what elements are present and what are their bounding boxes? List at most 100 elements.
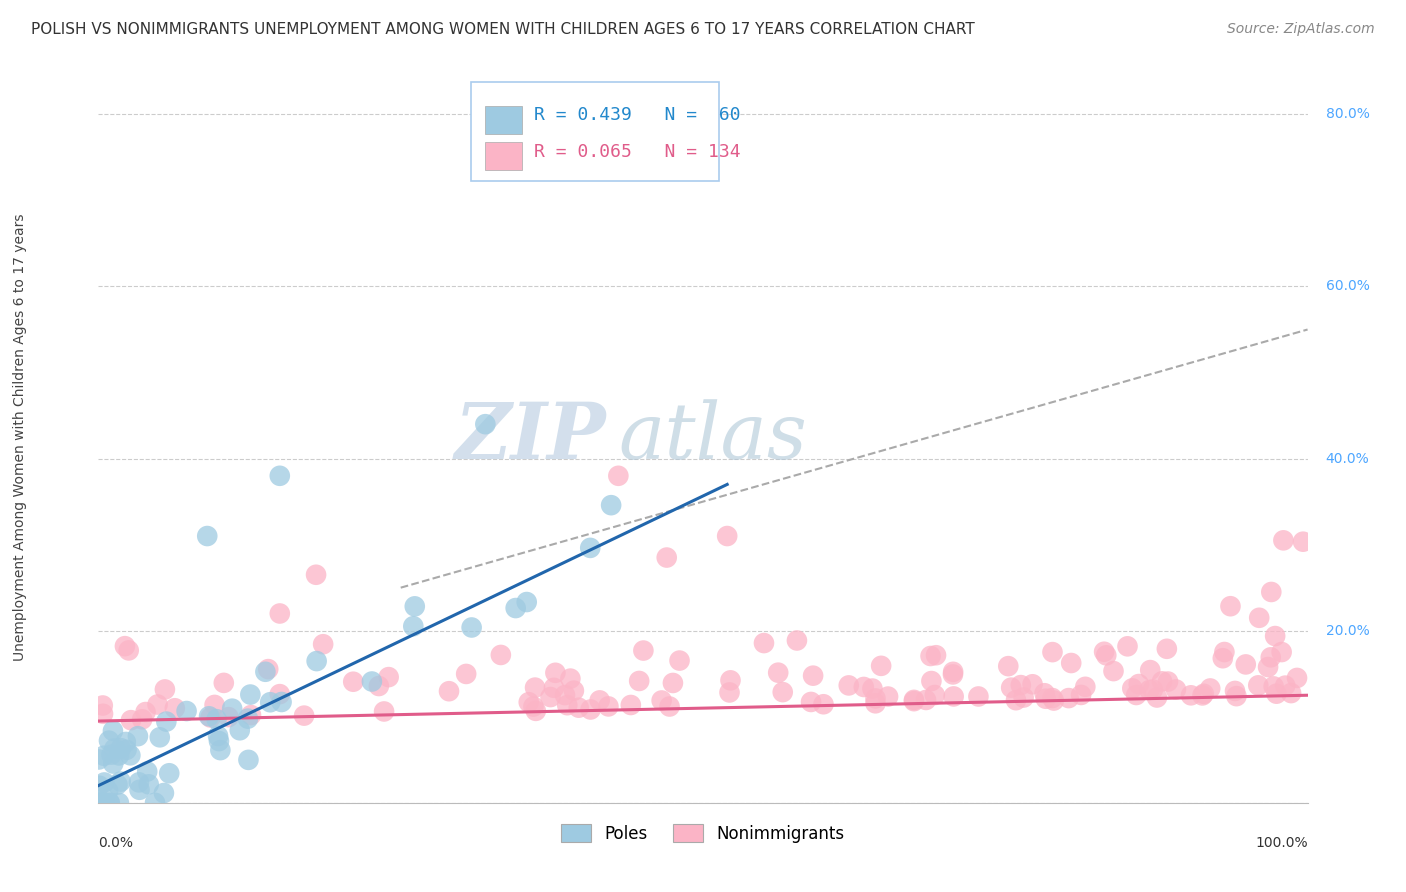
Point: [208, 734, 231, 748]
Point: [153, 682, 176, 697]
Point: [600, 498, 623, 512]
Point: [115, 735, 138, 749]
Point: [1260, 650, 1282, 665]
Text: ZIP: ZIP: [454, 399, 606, 475]
Point: [1180, 688, 1202, 702]
Point: [212, 676, 235, 690]
Point: [89, 779, 111, 793]
Point: [305, 567, 328, 582]
Point: [110, 741, 132, 756]
Point: [1212, 651, 1234, 665]
Point: [1279, 686, 1302, 700]
Point: [292, 708, 315, 723]
Point: [540, 690, 562, 704]
Point: [270, 695, 292, 709]
Point: [367, 679, 389, 693]
Point: [1164, 682, 1187, 697]
Point: [239, 688, 262, 702]
Point: [257, 662, 280, 676]
Point: [155, 714, 177, 729]
Point: [915, 693, 938, 707]
Point: [229, 723, 252, 738]
Point: [1272, 533, 1295, 548]
Point: [218, 710, 240, 724]
Point: [377, 670, 399, 684]
Text: 60.0%: 60.0%: [1326, 279, 1369, 293]
Point: [107, 778, 129, 792]
Point: [598, 699, 620, 714]
Point: [110, 774, 132, 789]
Point: [195, 529, 218, 543]
Point: [920, 648, 942, 663]
Point: [460, 620, 482, 634]
Point: [153, 786, 176, 800]
Point: [1292, 534, 1315, 549]
Point: [93, 775, 115, 789]
Point: [312, 637, 335, 651]
FancyBboxPatch shape: [471, 82, 718, 181]
Point: [516, 595, 538, 609]
Point: [128, 782, 150, 797]
Point: [1139, 683, 1161, 698]
Point: [207, 729, 229, 743]
Point: [752, 636, 775, 650]
Point: [209, 743, 232, 757]
Point: [505, 601, 527, 615]
Text: 100.0%: 100.0%: [1256, 836, 1308, 850]
Point: [1095, 648, 1118, 663]
Point: [720, 673, 742, 688]
Point: [1260, 585, 1282, 599]
Text: 40.0%: 40.0%: [1326, 451, 1369, 466]
Point: [157, 766, 180, 780]
Point: [1234, 657, 1257, 672]
Point: [254, 665, 277, 679]
Point: [800, 695, 823, 709]
Point: [108, 748, 131, 763]
Point: [1264, 629, 1286, 643]
Point: [772, 685, 794, 699]
Point: [1033, 686, 1056, 700]
Text: Source: ZipAtlas.com: Source: ZipAtlas.com: [1227, 22, 1375, 37]
Point: [131, 712, 153, 726]
Point: [1219, 599, 1241, 614]
FancyBboxPatch shape: [485, 143, 522, 170]
Point: [146, 698, 169, 712]
Point: [877, 690, 900, 704]
Point: [801, 668, 824, 682]
Point: [942, 667, 965, 681]
Point: [404, 599, 426, 614]
Point: [120, 713, 142, 727]
Point: [1274, 679, 1296, 693]
Point: [1142, 682, 1164, 697]
Point: [1213, 645, 1236, 659]
Point: [522, 699, 544, 714]
Point: [620, 698, 643, 712]
Point: [1146, 690, 1168, 705]
Text: 0.0%: 0.0%: [98, 836, 134, 850]
Point: [668, 654, 690, 668]
Point: [1116, 640, 1139, 654]
Point: [437, 684, 460, 698]
Point: [1157, 674, 1180, 689]
Point: [236, 712, 259, 726]
Point: [402, 619, 425, 633]
Point: [1139, 663, 1161, 677]
Point: [920, 674, 942, 689]
Point: [238, 753, 260, 767]
Point: [1191, 689, 1213, 703]
Point: [997, 659, 1019, 673]
Point: [108, 796, 131, 810]
Point: [373, 705, 395, 719]
Point: [1192, 687, 1215, 701]
Point: [544, 665, 567, 680]
Point: [1263, 680, 1285, 694]
Point: [607, 468, 630, 483]
Point: [115, 743, 138, 757]
Point: [269, 687, 291, 701]
Point: [97, 733, 120, 747]
Point: [100, 747, 122, 762]
Point: [924, 688, 946, 702]
Point: [658, 699, 681, 714]
Point: [1271, 645, 1294, 659]
Point: [135, 705, 157, 719]
